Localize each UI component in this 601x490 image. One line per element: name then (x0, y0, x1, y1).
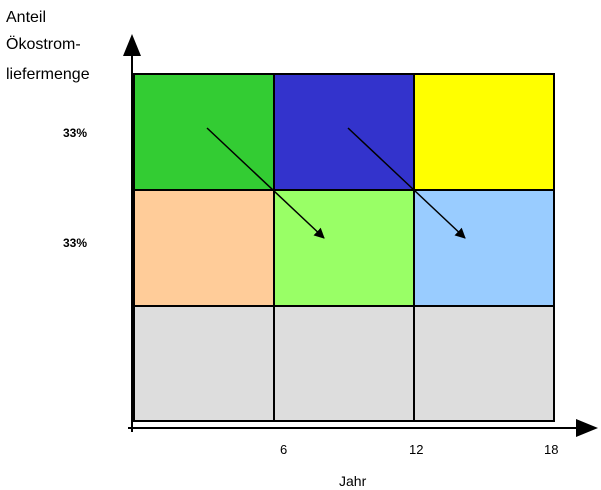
transition-arrows (206, 127, 466, 239)
grid-cell-r3-c2 (273, 305, 415, 422)
grid-cell-r1-c1 (133, 73, 275, 191)
row-label-top: 33% (63, 126, 87, 140)
grid-cell-r1-c2 (273, 73, 415, 191)
grid-cell-r2-c2 (273, 189, 415, 307)
row-label-middle: 33% (63, 236, 87, 250)
grid-cells (133, 73, 555, 422)
arrow-green-to-lightgreen (206, 127, 325, 239)
grid-cell-r2-c1 (133, 189, 275, 307)
x-tick-18: 18 (544, 442, 558, 457)
grid-cell-r3-c3 (413, 305, 555, 422)
x-tick-12: 12 (409, 442, 423, 457)
arrow-blue-to-lightblue (347, 127, 466, 239)
grid-cell-r1-c3 (413, 73, 555, 191)
y-axis-arrowhead (123, 34, 141, 56)
grid-cell-r3-c1 (133, 305, 275, 422)
x-tick-6: 6 (280, 442, 287, 457)
y-axis-label-line-3: liefermenge (6, 66, 90, 83)
grid-cell-r2-c3 (413, 189, 555, 307)
x-axis-label: Jahr (339, 473, 367, 489)
y-axis-label-line-2: Ökostrom- (6, 35, 81, 53)
y-axis-label-line-1: Anteil (6, 9, 46, 26)
x-axis-arrowhead (576, 419, 598, 437)
axes (123, 34, 598, 437)
